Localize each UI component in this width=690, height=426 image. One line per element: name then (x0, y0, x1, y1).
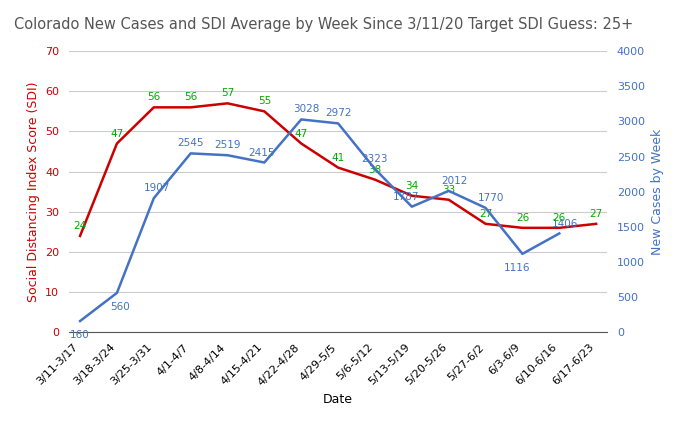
Text: 57: 57 (221, 88, 234, 98)
Text: 27: 27 (589, 209, 603, 219)
Text: 2972: 2972 (325, 109, 351, 118)
Text: 560: 560 (110, 302, 130, 311)
X-axis label: Date: Date (323, 393, 353, 406)
Text: 56: 56 (184, 92, 197, 102)
Text: 1406: 1406 (551, 219, 578, 228)
Text: 26: 26 (516, 213, 529, 223)
Text: 2519: 2519 (215, 140, 241, 150)
Text: 2415: 2415 (248, 147, 275, 158)
Text: 1787: 1787 (393, 192, 420, 202)
Text: 1770: 1770 (478, 193, 504, 203)
Text: 1907: 1907 (144, 183, 170, 193)
Text: 27: 27 (479, 209, 492, 219)
Text: 24: 24 (73, 221, 87, 231)
Text: Colorado New Cases and SDI Average by Week Since 3/11/20 Target SDI Guess: 25+: Colorado New Cases and SDI Average by We… (14, 17, 633, 32)
Text: 34: 34 (405, 181, 418, 191)
Text: 26: 26 (553, 213, 566, 223)
Text: 47: 47 (110, 129, 124, 138)
Text: 3028: 3028 (294, 104, 320, 115)
Text: 41: 41 (331, 153, 345, 163)
Text: 47: 47 (295, 129, 308, 138)
Text: 56: 56 (147, 92, 160, 102)
Text: 38: 38 (368, 165, 382, 175)
Text: 2323: 2323 (362, 154, 388, 164)
Text: 55: 55 (258, 96, 271, 106)
Text: 1116: 1116 (504, 262, 530, 273)
Text: 2012: 2012 (441, 176, 467, 186)
Text: 33: 33 (442, 185, 455, 195)
Text: 2545: 2545 (177, 138, 204, 148)
Text: 160: 160 (70, 330, 90, 340)
Y-axis label: New Cases by Week: New Cases by Week (651, 129, 664, 255)
Y-axis label: Social Distancing Index Score (SDI): Social Distancing Index Score (SDI) (27, 81, 39, 302)
